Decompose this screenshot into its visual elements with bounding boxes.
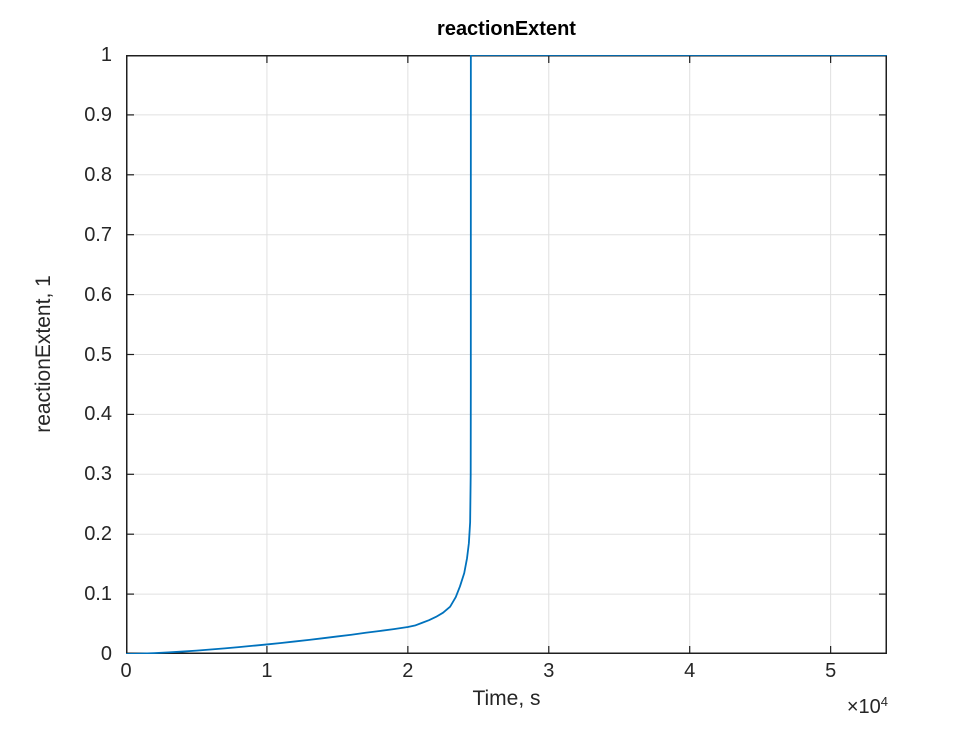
x-tick-label: 4 [684,660,696,682]
y-tick-label: 0.7 [84,223,112,246]
x-tick-label: 2 [402,660,414,682]
y-tick-label: 0.2 [84,523,112,546]
x-tick-label: 0 [120,660,132,682]
plot-svg [126,55,887,654]
x-axis-label: Time, s [472,687,541,710]
x-axis-exponent-base: ×10 [846,696,881,718]
y-tick-label: 0.1 [84,583,112,606]
x-axis-exponent: ×104 [847,694,888,719]
x-tick-label: 1 [261,660,273,682]
y-tick-label: 0.4 [84,403,112,426]
y-tick-label: 0.3 [84,463,112,486]
x-axis-exponent-power: 4 [880,694,888,709]
y-tick-label: 0.5 [84,343,112,366]
x-tick-label: 5 [825,660,837,682]
y-tick-label: 0 [100,643,112,665]
x-tick-label: 3 [543,660,555,682]
y-tick-label: 0.8 [84,163,112,186]
y-tick-label: 1 [100,44,112,66]
plot-title: reactionExtent [437,18,576,40]
y-tick-label: 0.9 [84,103,112,126]
y-tick-label: 0.6 [84,283,112,306]
series-line [126,55,887,654]
